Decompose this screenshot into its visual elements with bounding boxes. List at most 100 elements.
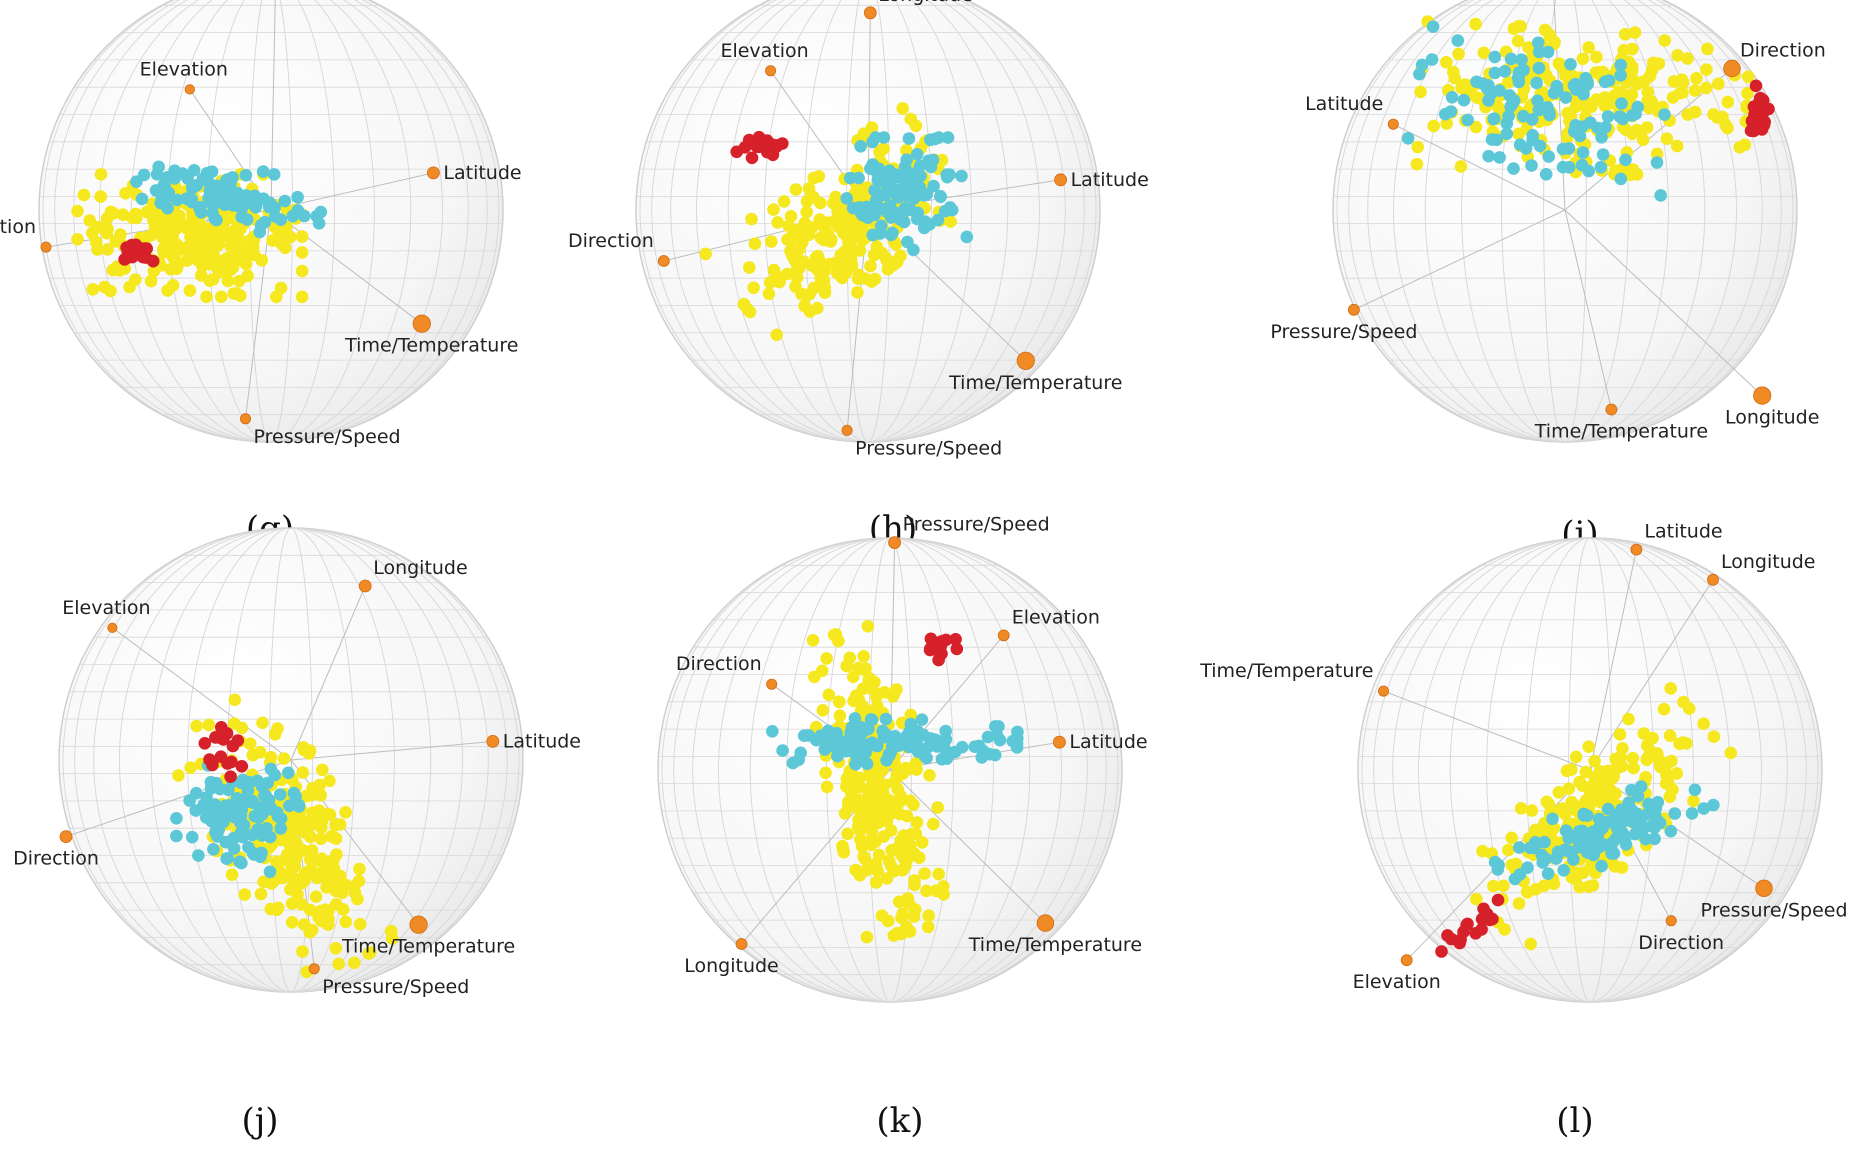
data-point [1576,779,1589,792]
data-point [224,256,238,269]
data-point [887,864,901,878]
axis-label: Pressure/Speed [1700,899,1847,921]
axis-anchor [59,830,73,843]
data-point [183,794,196,807]
data-point [1440,56,1453,69]
data-point [220,727,234,740]
data-point [1582,41,1595,54]
data-point [237,794,250,808]
axis-anchor [409,915,428,934]
data-point [848,712,862,725]
data-point [931,801,944,814]
data-point [869,876,883,889]
data-point [1617,44,1630,57]
data-point [1457,925,1470,939]
data-point [871,864,884,878]
data-point [851,286,864,299]
data-point [247,848,261,861]
axis-spoke [1589,549,1637,771]
data-point [1615,861,1629,874]
data-point [820,652,833,665]
data-point [224,770,237,783]
grid-meridian [718,538,1062,1002]
axis-anchor [735,938,748,950]
data-point [770,328,783,342]
data-point [1572,840,1585,854]
data-point [206,758,219,772]
data-point [1648,832,1661,846]
panels-layer: Longitude Elevation Latitude Direction Time/… [0,0,1848,1141]
data-point [1588,777,1601,791]
axis-anchor [1016,351,1035,370]
data-point [101,222,114,236]
series-blue-cluster [1401,20,1671,202]
data-point [767,203,780,216]
data-point [169,210,183,224]
data-point [1599,121,1612,134]
data-point [900,809,914,823]
data-point [1614,172,1628,186]
data-point [1606,835,1620,849]
grid-meridian [150,528,432,992]
axis-label: Time/Temperature [1534,421,1708,443]
data-point [181,172,194,185]
data-point [1538,835,1551,849]
data-point [891,926,904,940]
axis-spoke [245,209,272,419]
data-point [943,168,956,181]
data-point [937,888,950,901]
grid-meridian [1526,538,1654,1002]
data-point [1582,740,1595,753]
data-point [1701,42,1714,56]
data-point [1697,717,1710,730]
data-point [1498,923,1511,936]
data-point [1507,162,1520,175]
data-point [1457,93,1471,107]
data-point [1537,879,1551,893]
data-point [1557,864,1570,877]
data-point [935,752,949,766]
data-point [872,816,885,829]
data-point [1546,812,1559,826]
data-point [1569,750,1583,764]
data-point [766,725,779,738]
data-point [91,243,104,256]
data-point [116,208,130,221]
data-point [1616,742,1629,755]
data-point [852,793,866,807]
data-point [880,177,893,191]
data-point [1610,821,1624,835]
data-point [944,215,957,228]
data-point [1590,50,1603,64]
grid-meridian [1361,538,1819,1002]
axis-anchor [1755,879,1773,898]
data-point [238,888,251,901]
data-point [1541,45,1555,59]
data-point [1533,139,1547,153]
data-point [91,220,105,234]
data-point [278,194,292,208]
data-point [1634,780,1648,793]
data-point [194,206,208,219]
axis-label: Elevation [140,58,228,80]
data-point [1491,863,1505,876]
data-point [256,716,269,730]
data-point [1487,879,1500,893]
data-point [353,862,366,876]
data-point [1596,148,1610,161]
axis-anchor [184,84,195,95]
data-point [1562,782,1576,795]
data-point [920,884,933,898]
panel-5: Latitude Longitude Time/Temperature Pressur… [1199,521,1848,1003]
grid-meridian [727,0,1009,442]
data-point [291,888,304,901]
data-point [1414,85,1427,99]
data-point [244,233,258,247]
data-point [854,833,867,846]
data-point [922,909,935,922]
data-point [1615,97,1628,110]
data-point [780,267,794,281]
data-point [1639,832,1652,846]
data-point [1525,804,1539,817]
data-point [1454,160,1468,173]
